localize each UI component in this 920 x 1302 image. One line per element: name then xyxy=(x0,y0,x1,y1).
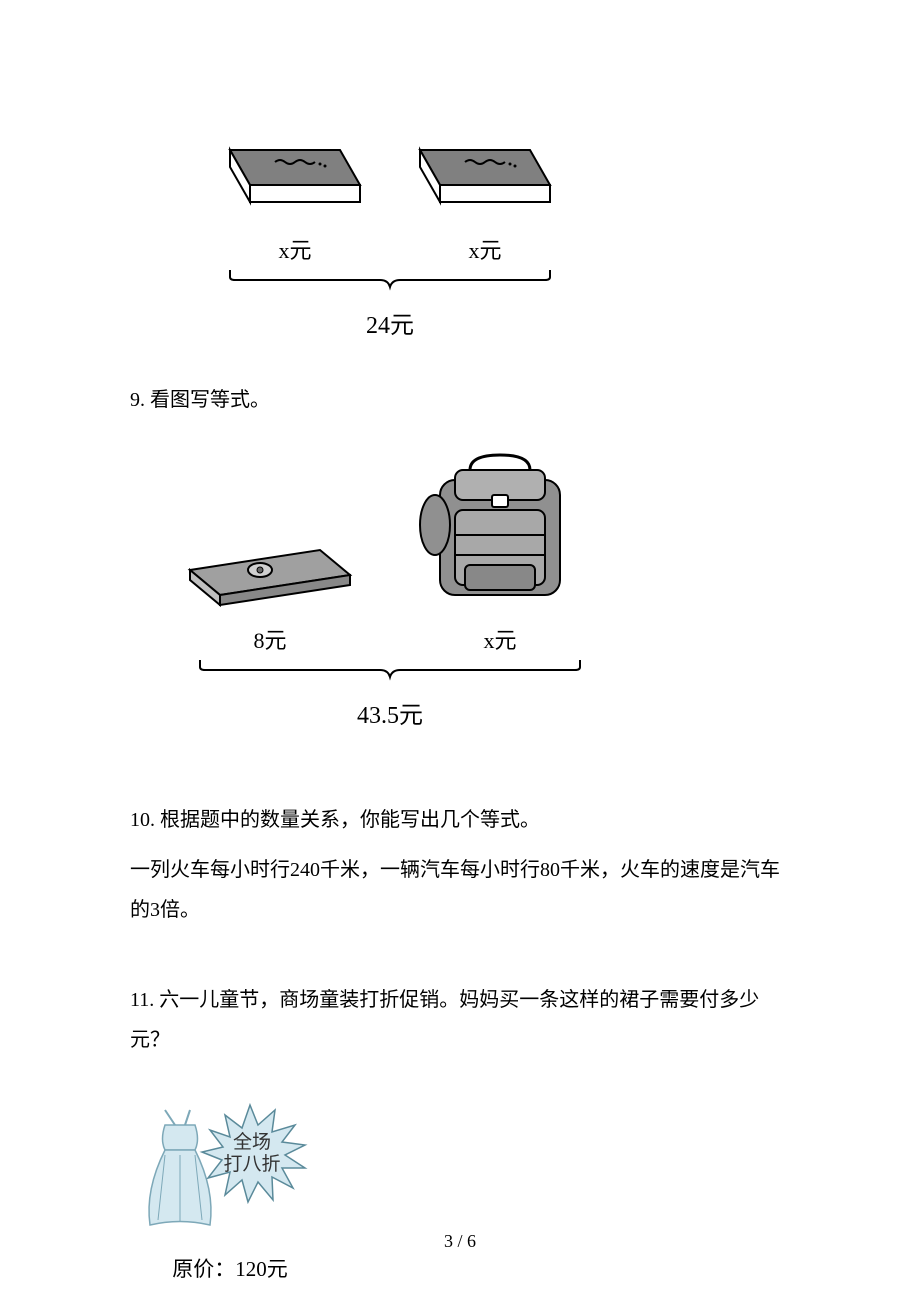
q10-body: 一列火车每小时行240千米，一辆汽车每小时行80千米，火车的速度是汽车的3倍。 xyxy=(130,850,790,930)
book-1-label: x元 xyxy=(220,233,370,265)
pb-total-label: 43.5元 xyxy=(170,695,610,730)
q10-number: 10. xyxy=(130,809,155,831)
q11: 11. 六一儿童节，商场童装打折促销。妈妈买一条这样的裙子需要付多少元？ xyxy=(130,980,790,1060)
books-total-label: 24元 xyxy=(200,305,580,340)
books-figure: x元 x元 24元 xyxy=(200,130,580,340)
dress-price-label: 原价：120元 xyxy=(130,1253,330,1283)
page-number: 3 / 6 xyxy=(0,1231,920,1252)
brace-icon xyxy=(220,265,560,295)
q9-number: 9. xyxy=(130,389,145,411)
q11-number: 11. xyxy=(130,989,154,1011)
book-2: x元 xyxy=(410,130,560,265)
burst-text-1: 全场 xyxy=(233,1131,271,1153)
q11-text: 六一儿童节，商场童装打折促销。妈妈买一条这样的裙子需要付多少元？ xyxy=(130,989,759,1051)
brace-icon-2 xyxy=(180,655,600,685)
dress-icon xyxy=(149,1110,211,1225)
q9-text: 看图写等式。 xyxy=(150,389,270,411)
pencil-case-label: 8元 xyxy=(180,623,360,655)
q10: 10. 根据题中的数量关系，你能写出几个等式。 xyxy=(130,800,790,840)
burst-text-2: 打八折 xyxy=(223,1153,280,1175)
school-bag: x元 xyxy=(400,450,600,655)
book-2-label: x元 xyxy=(410,233,560,265)
q10-text: 根据题中的数量关系，你能写出几个等式。 xyxy=(160,809,540,831)
q9: 9. 看图写等式。 xyxy=(130,380,790,420)
pencil-bag-figure: 8元 xyxy=(170,450,610,730)
pencil-case: 8元 xyxy=(180,520,360,655)
burst-icon: 全场 打八折 xyxy=(202,1105,305,1202)
dress-figure: 全场 打八折 原价：120元 xyxy=(130,1090,330,1283)
book-1: x元 xyxy=(220,130,370,265)
bag-label: x元 xyxy=(400,623,600,655)
